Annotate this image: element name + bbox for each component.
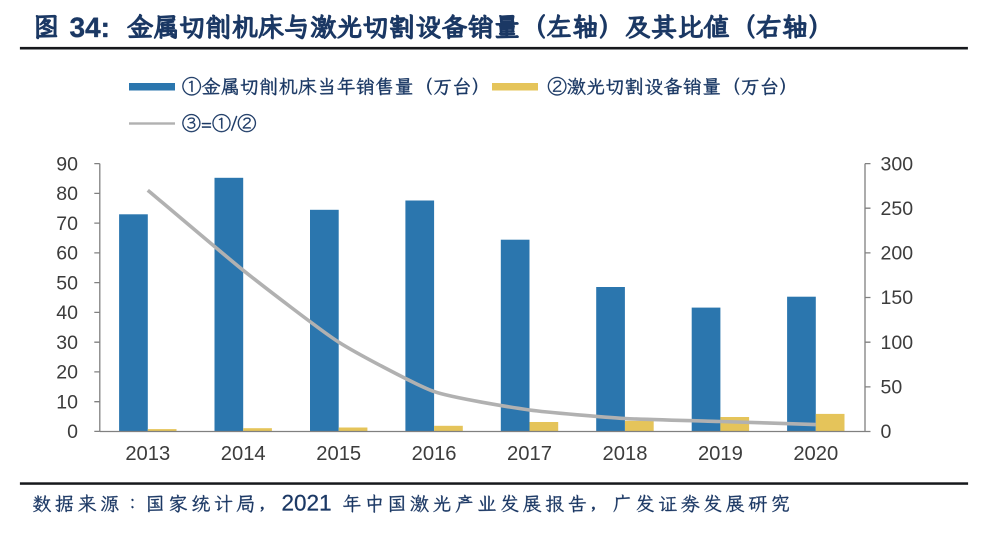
svg-text:2014: 2014 [221, 443, 266, 465]
svg-text:50: 50 [881, 377, 903, 399]
svg-text:40: 40 [56, 302, 78, 324]
svg-text:50: 50 [56, 272, 78, 294]
svg-text:2017: 2017 [507, 443, 552, 465]
svg-text:100: 100 [881, 332, 914, 354]
svg-text:60: 60 [56, 243, 78, 265]
svg-text:300: 300 [881, 153, 914, 175]
svg-text:0: 0 [67, 421, 78, 443]
svg-text:150: 150 [881, 287, 914, 309]
svg-text:2019: 2019 [698, 443, 743, 465]
svg-text:30: 30 [56, 332, 78, 354]
svg-text:2018: 2018 [603, 443, 648, 465]
svg-text:70: 70 [56, 213, 78, 235]
svg-text:20: 20 [56, 362, 78, 384]
svg-text:0: 0 [881, 421, 892, 443]
svg-text:250: 250 [881, 198, 914, 220]
svg-text:10: 10 [56, 391, 78, 413]
svg-text:2020: 2020 [793, 443, 838, 465]
svg-text:2015: 2015 [316, 443, 361, 465]
svg-text:90: 90 [56, 153, 78, 175]
svg-text:2013: 2013 [125, 443, 170, 465]
svg-text:2016: 2016 [412, 443, 457, 465]
svg-text:80: 80 [56, 183, 78, 205]
svg-text:200: 200 [881, 243, 914, 265]
